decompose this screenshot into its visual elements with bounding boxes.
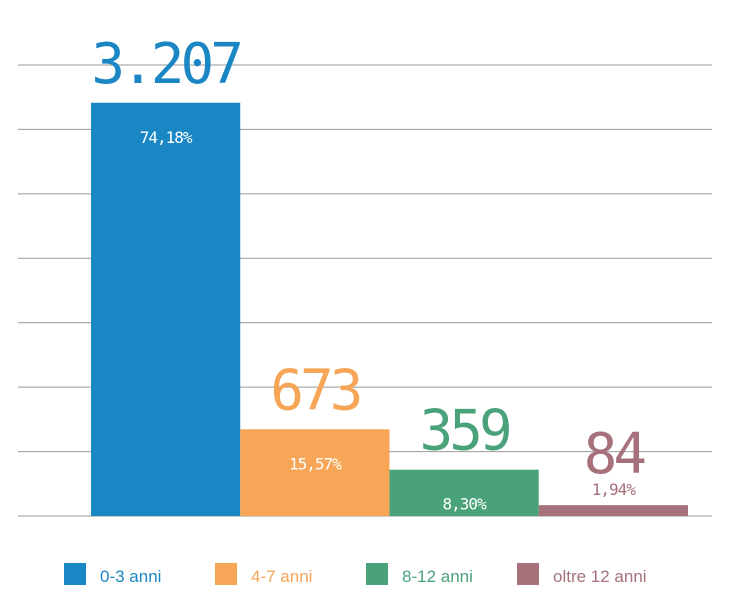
bar [240, 429, 390, 516]
legend-swatch [366, 563, 388, 585]
bar [389, 469, 539, 516]
legend-label: 8-12 anni [402, 567, 473, 585]
value-label: 3.207 [91, 32, 240, 97]
value-label: 673 [270, 358, 359, 423]
value-label: 84 [584, 422, 646, 487]
legend-label: 4-7 anni [251, 567, 312, 585]
value-label: 359 [420, 399, 509, 464]
share-label: 74,18% [140, 128, 193, 147]
share-label: 8,30% [443, 495, 488, 514]
legend-swatch [215, 563, 237, 585]
legend-swatch [517, 563, 539, 585]
bar [91, 102, 241, 517]
share-label: 15,57% [289, 454, 342, 473]
legend-swatch [64, 563, 86, 585]
share-label: 1,94% [592, 480, 637, 499]
legend-label: oltre 12 anni [553, 567, 647, 585]
legend-label: 0-3 anni [100, 567, 161, 585]
bar [538, 505, 688, 516]
